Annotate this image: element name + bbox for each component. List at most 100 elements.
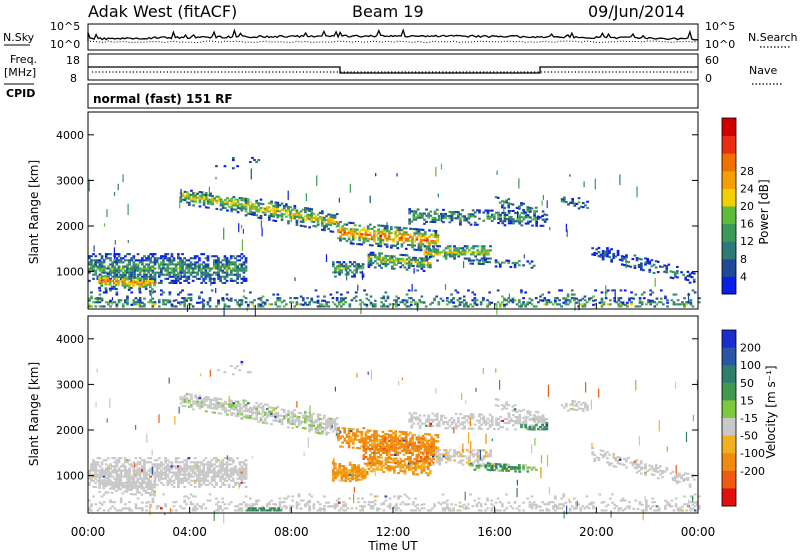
heatmap-cell: [421, 296, 424, 298]
heatmap-cell: [188, 478, 191, 480]
heatmap-cell: [357, 263, 360, 265]
heatmap-cell: [569, 299, 572, 301]
heatmap-cell: [468, 459, 471, 461]
heatmap-cell: [188, 196, 191, 198]
heatmap-cell: [177, 274, 180, 276]
heatmap-cell: [158, 299, 161, 301]
heatmap-cell: [503, 298, 506, 300]
heatmap-cell: [427, 474, 430, 476]
heatmap-cell: [346, 240, 349, 242]
heatmap-cell: [224, 303, 227, 305]
heatmap-cell: [338, 303, 341, 305]
heatmap-cell: [522, 209, 525, 211]
heatmap-cell: [391, 257, 394, 259]
heatmap-cell: [188, 278, 191, 280]
heatmap-cell: [449, 419, 452, 421]
heatmap-cell: [512, 298, 515, 300]
heatmap-cell: [151, 288, 154, 290]
heatmap-cell: [359, 299, 362, 301]
heatmap-cell: [416, 259, 419, 261]
heatmap-cell: [115, 288, 118, 290]
heatmap-cell: [149, 286, 152, 288]
heatmap-cell: [535, 225, 538, 227]
heatmap-cell: [442, 423, 445, 425]
heatmap-cell: [467, 305, 470, 307]
heatmap-cell: [109, 274, 112, 276]
heatmap-cell: [354, 237, 357, 239]
heatmap-cell: [288, 191, 289, 200]
heatmap-cell: [435, 242, 438, 244]
heatmap-cell: [149, 278, 152, 280]
heatmap-cell: [337, 439, 340, 441]
heatmap-cell: [139, 461, 142, 463]
heatmap-cell: [370, 256, 373, 258]
heatmap-cell: [491, 420, 494, 422]
heatmap-cell: [546, 214, 549, 216]
heatmap-cell: [459, 221, 462, 223]
heatmap-cell: [190, 406, 193, 408]
heatmap-cell: [397, 304, 400, 306]
heatmap-cell: [116, 304, 119, 306]
heatmap-cell: [379, 237, 382, 239]
heatmap-cell: [482, 418, 485, 420]
heatmap-cell: [607, 289, 610, 291]
heatmap-cell: [426, 240, 429, 242]
heatmap-cell: [209, 305, 212, 307]
heatmap-cell: [205, 270, 208, 272]
heatmap-cell: [116, 257, 119, 259]
colorbar-swatch: [722, 136, 736, 154]
heatmap-cell: [482, 416, 485, 418]
heatmap-cell: [194, 394, 197, 396]
heatmap-cell: [177, 486, 180, 488]
heatmap-cell: [455, 423, 458, 425]
heatmap-cell: [462, 459, 465, 461]
heatmap-cell: [520, 305, 523, 307]
heatmap-cell: [173, 482, 176, 484]
heatmap-cell: [99, 259, 102, 261]
heatmap-cell: [518, 208, 521, 210]
heatmap-cell: [171, 463, 174, 465]
heatmap-cell: [512, 414, 515, 416]
heatmap-cell: [404, 473, 407, 475]
heatmap-cell: [444, 213, 447, 215]
heatmap-cell: [217, 274, 220, 276]
heatmap-cell: [274, 220, 277, 222]
heatmap-cell: [317, 224, 320, 226]
heatmap-cell: [423, 262, 426, 264]
heatmap-cell: [171, 484, 174, 486]
heatmap-cell: [438, 253, 441, 255]
heatmap-cell: [485, 420, 488, 422]
heatmap-cell: [343, 432, 346, 434]
heatmap-cell: [228, 259, 231, 261]
heatmap-cell: [261, 220, 262, 227]
heatmap-cell: [182, 193, 185, 195]
heatmap-cell: [485, 451, 488, 453]
heatmap-cell: [349, 265, 352, 267]
heatmap-cell: [236, 457, 239, 459]
heatmap-cell: [188, 472, 191, 474]
heatmap-cell: [198, 476, 201, 478]
heatmap-cell: [450, 294, 453, 296]
heatmap-cell: [437, 236, 440, 238]
heatmap-cell: [294, 205, 297, 207]
heatmap-cell: [245, 280, 248, 282]
heatmap-cell: [690, 299, 693, 301]
heatmap-cell: [118, 272, 121, 274]
heatmap-cell: [327, 301, 330, 303]
heatmap-cell: [401, 243, 404, 245]
heatmap-cell: [410, 297, 413, 299]
heatmap-cell: [438, 423, 441, 425]
heatmap-cell: [226, 480, 229, 482]
heatmap-cell: [122, 482, 125, 484]
heatmap-cell: [345, 263, 348, 265]
heatmap-cell: [153, 284, 156, 286]
heatmap-cell: [270, 423, 273, 425]
heatmap-cell: [522, 203, 525, 205]
heatmap-cell: [173, 300, 176, 302]
heatmap-cell: [194, 201, 197, 203]
heatmap-cell: [414, 469, 417, 471]
heatmap-cell: [420, 249, 423, 251]
heatmap-cell: [474, 216, 477, 218]
heatmap-cell: [512, 204, 515, 206]
heatmap-cell: [427, 417, 430, 419]
